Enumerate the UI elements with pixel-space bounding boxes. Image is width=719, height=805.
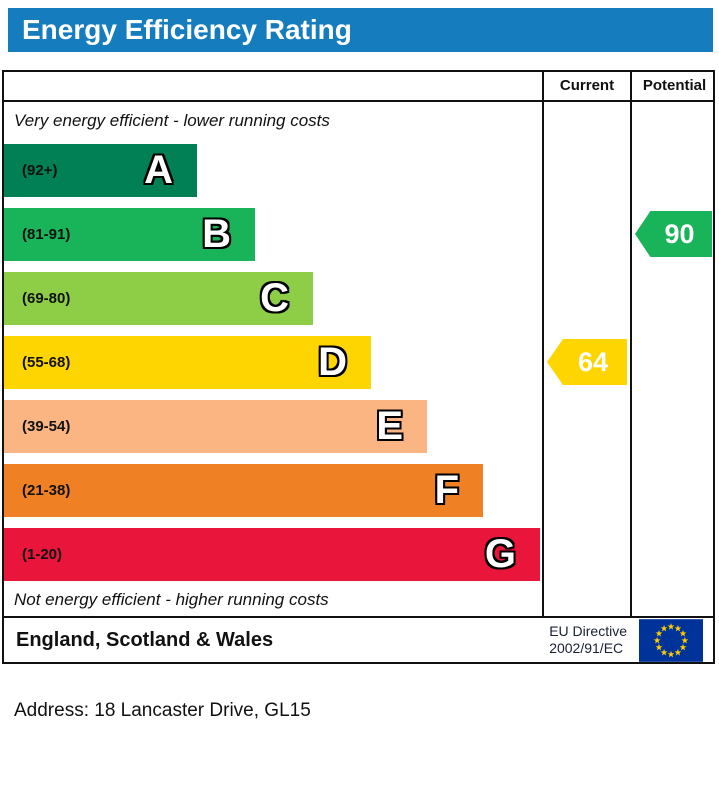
- header-spacer: [4, 72, 542, 100]
- band-letter: B: [202, 212, 231, 256]
- band-bar-f: (21-38) F: [4, 463, 483, 517]
- scale-note-bottom: Not energy efficient - higher running co…: [14, 590, 329, 609]
- band-range-label: (92+): [22, 161, 58, 179]
- potential-rating-value: 90: [664, 218, 695, 249]
- rating-scale-column: Very energy efficient - lower running co…: [4, 102, 542, 616]
- band-row-a: (92+) A: [4, 138, 542, 202]
- column-header-current: Current: [542, 72, 630, 100]
- band-range-label: (55-68): [22, 353, 71, 371]
- eu-flag-icon: [639, 618, 703, 662]
- band-row-e: (39-54) E: [4, 394, 542, 458]
- band-bar-a: (92+) A: [4, 143, 197, 197]
- table-header: Current Potential: [4, 72, 713, 102]
- address-label: Address: 18 Lancaster Drive, GL15: [14, 700, 311, 721]
- page-title: Energy Efficiency Rating: [8, 8, 713, 52]
- band-row-f: (21-38) F: [4, 458, 542, 522]
- band-bar-b: (81-91) B: [4, 207, 255, 261]
- band-letter: C: [260, 276, 289, 320]
- current-rating-tag: 64: [547, 339, 627, 385]
- current-rating-value: 64: [577, 346, 609, 377]
- band-bar-d: (55-68) D: [4, 335, 371, 389]
- band-bar-c: (69-80) C: [4, 271, 313, 325]
- table-footer: England, Scotland & Wales EU Directive 2…: [4, 616, 713, 662]
- eu-directive-line2: 2002/91/EC: [549, 640, 624, 656]
- band-letter: E: [376, 404, 403, 448]
- band-letter: G: [484, 532, 516, 576]
- scale-note-top: Very energy efficient - lower running co…: [14, 111, 330, 130]
- band-range-label: (21-38): [22, 481, 71, 499]
- table-body: Very energy efficient - lower running co…: [4, 102, 713, 616]
- band-bar-g: (1-20) G: [4, 527, 540, 581]
- potential-column: 90: [630, 102, 717, 616]
- band-row-b: (81-91) B: [4, 202, 542, 266]
- column-header-potential: Potential: [630, 72, 717, 100]
- eu-directive-label: EU Directive 2002/91/EC: [549, 623, 627, 657]
- eu-directive-line1: EU Directive: [549, 623, 627, 639]
- band-range-label: (81-91): [22, 225, 71, 243]
- band-row-d: (55-68) D: [4, 330, 542, 394]
- band-row-c: (69-80) C: [4, 266, 542, 330]
- band-letter: A: [144, 148, 173, 192]
- band-bar-e: (39-54) E: [4, 399, 427, 453]
- energy-rating-table: Current Potential Very energy efficient …: [2, 70, 715, 664]
- region-label: England, Scotland & Wales: [16, 628, 274, 651]
- current-column: 64: [542, 102, 630, 616]
- band-letter: F: [434, 468, 459, 512]
- band-range-label: (39-54): [22, 417, 71, 435]
- band-row-g: (1-20) G: [4, 522, 542, 586]
- potential-rating-tag: 90: [635, 211, 712, 257]
- band-letter: D: [318, 340, 347, 384]
- band-range-label: (69-80): [22, 289, 71, 307]
- band-range-label: (1-20): [22, 545, 63, 563]
